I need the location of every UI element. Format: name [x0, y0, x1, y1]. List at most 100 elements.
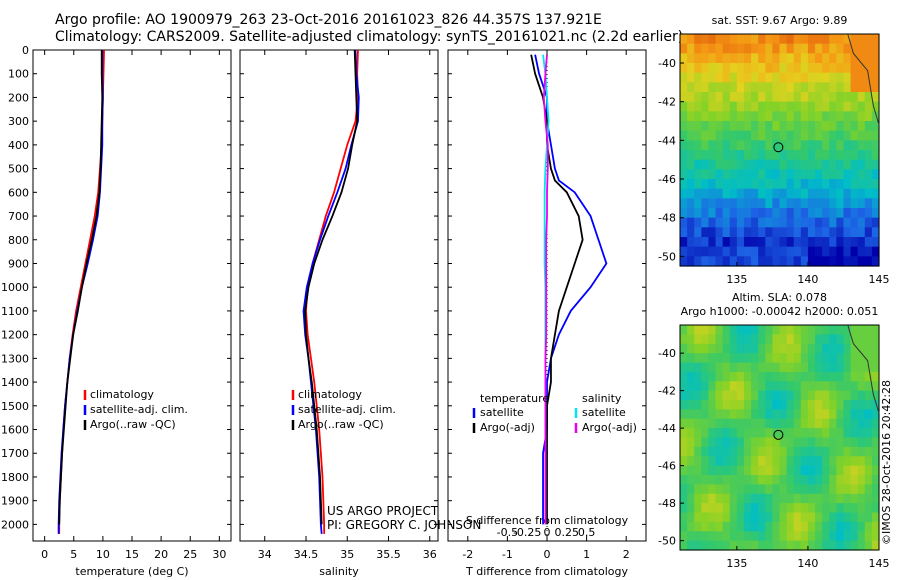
- map-cell: [864, 43, 873, 54]
- map-cell: [751, 493, 759, 504]
- map-cell: [871, 456, 880, 467]
- map-cell: [758, 503, 766, 514]
- map-cell: [758, 169, 766, 180]
- map-cell: [843, 53, 852, 64]
- map-cell: [786, 362, 795, 373]
- map-cell: [701, 72, 710, 83]
- map-cell: [765, 325, 773, 335]
- map-cell: [715, 92, 724, 103]
- map-cell: [864, 140, 873, 151]
- map-cell: [779, 140, 788, 151]
- map-cell: [772, 400, 781, 410]
- map-cell: [800, 53, 809, 64]
- map-title: sat. SST: 9.67 Argo: 9.89: [712, 14, 848, 27]
- x-tick-label: 5: [70, 548, 77, 561]
- map-cell: [729, 63, 738, 74]
- map-cell: [793, 540, 802, 551]
- map-cell: [736, 484, 745, 495]
- map-cell: [743, 159, 752, 170]
- map-cell: [779, 334, 788, 345]
- map-cell: [857, 390, 866, 401]
- map-cell: [836, 437, 845, 448]
- map-cell: [729, 418, 738, 429]
- map-cell: [822, 101, 830, 112]
- map-cell: [729, 512, 738, 523]
- map-cell: [722, 475, 731, 485]
- map-cell: [694, 465, 702, 476]
- map-cell: [800, 353, 809, 364]
- map-cell: [871, 325, 880, 335]
- imos-timestamp: ©IMOS 28-Oct-2016 20:42:28: [880, 379, 893, 545]
- map-cell: [765, 63, 773, 74]
- map-cell: [715, 121, 724, 132]
- depth-tick-label: 1200: [1, 329, 29, 342]
- map-cell: [772, 334, 781, 345]
- map-cell: [708, 512, 717, 523]
- map-cell: [772, 521, 781, 532]
- map-cell: [807, 521, 816, 532]
- map-cell: [765, 198, 773, 209]
- map-cell: [722, 334, 731, 345]
- map-cell: [815, 130, 823, 141]
- map-cell: [765, 188, 773, 199]
- map-cell: [701, 428, 710, 439]
- map-cell: [680, 446, 688, 457]
- map-cell: [793, 150, 802, 161]
- map-cell: [871, 521, 880, 532]
- map-cell: [822, 371, 830, 382]
- map-cell: [871, 540, 880, 551]
- map-cell: [857, 256, 866, 267]
- map-cell: [743, 188, 752, 199]
- map-cell: [708, 43, 717, 54]
- map-cell: [857, 512, 866, 523]
- map-cell: [807, 437, 816, 448]
- map-cell: [708, 381, 717, 392]
- legend-label: climatology: [90, 388, 154, 401]
- map-cell: [708, 72, 717, 83]
- map-cell: [829, 111, 837, 122]
- map-cell: [758, 475, 766, 485]
- map-cell: [807, 140, 816, 151]
- map-cell: [800, 512, 809, 523]
- map-cell: [793, 437, 802, 448]
- map-cell: [694, 381, 702, 392]
- legend-title-salinity: salinity: [582, 392, 622, 405]
- map-cell: [701, 446, 710, 457]
- map-cell: [758, 381, 766, 392]
- map-cell: [800, 475, 809, 485]
- map-cell: [779, 503, 788, 514]
- map-cell: [715, 72, 724, 83]
- map-cell: [836, 130, 845, 141]
- map-cell: [701, 82, 710, 93]
- map-cell: [708, 418, 717, 429]
- map-cell: [793, 72, 802, 83]
- map-cell: [836, 150, 845, 161]
- map-cell: [751, 237, 759, 248]
- map-cell: [765, 72, 773, 83]
- map-cell: [715, 446, 724, 457]
- map-cell: [850, 503, 859, 514]
- map-cell: [786, 493, 795, 504]
- map-cell: [708, 465, 717, 476]
- map-cell: [729, 343, 738, 354]
- map-cell: [822, 334, 830, 345]
- map-cell: [836, 475, 845, 485]
- map-cell: [815, 465, 823, 476]
- map-cell: [871, 227, 880, 238]
- map-cell: [751, 63, 759, 74]
- map-cell: [829, 63, 837, 74]
- map-cell: [751, 217, 759, 228]
- map-cell: [822, 140, 830, 151]
- map-cell: [815, 334, 823, 345]
- map-cell: [687, 381, 695, 392]
- map-cell: [715, 428, 724, 439]
- map-cell: [786, 159, 795, 170]
- map-cell: [807, 63, 816, 74]
- x-tick-label: 0: [544, 548, 551, 561]
- map-cell: [857, 43, 866, 54]
- map-cell: [680, 237, 688, 248]
- depth-tick-label: 200: [8, 91, 29, 104]
- map-cell: [829, 503, 837, 514]
- map-cell: [715, 43, 724, 54]
- map-cell: [786, 531, 795, 542]
